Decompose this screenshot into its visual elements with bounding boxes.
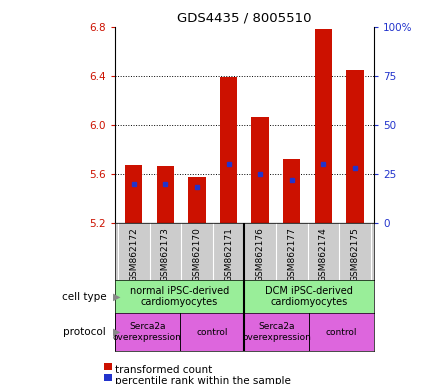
Text: Serca2a
overexpression: Serca2a overexpression (242, 323, 311, 342)
Text: GSM862174: GSM862174 (319, 227, 328, 282)
Bar (315, 29, 332, 223)
Bar (188, 177, 206, 223)
Bar (346, 70, 364, 223)
Bar (125, 165, 142, 223)
Bar (283, 159, 300, 223)
Text: GSM862175: GSM862175 (351, 227, 360, 282)
Bar (252, 118, 269, 223)
Text: Serca2a
overexpression: Serca2a overexpression (113, 323, 181, 342)
Title: GDS4435 / 8005510: GDS4435 / 8005510 (177, 11, 312, 24)
Text: transformed count: transformed count (115, 365, 212, 375)
Text: GSM862173: GSM862173 (161, 227, 170, 282)
Text: ▶: ▶ (113, 291, 120, 302)
Text: GSM862172: GSM862172 (129, 227, 138, 282)
Text: control: control (326, 328, 357, 337)
Text: protocol: protocol (63, 327, 106, 337)
Text: DCM iPSC-derived
cardiomyocytes: DCM iPSC-derived cardiomyocytes (265, 286, 353, 308)
Text: GSM862170: GSM862170 (193, 227, 201, 282)
Text: GSM862176: GSM862176 (256, 227, 265, 282)
Text: GSM862171: GSM862171 (224, 227, 233, 282)
Text: percentile rank within the sample: percentile rank within the sample (115, 376, 291, 384)
Bar (220, 77, 237, 223)
Text: normal iPSC-derived
cardiomyocytes: normal iPSC-derived cardiomyocytes (130, 286, 229, 308)
Text: GSM862177: GSM862177 (287, 227, 296, 282)
Text: cell type: cell type (62, 291, 106, 302)
Text: ▶: ▶ (113, 327, 120, 337)
Text: control: control (196, 328, 228, 337)
Bar (157, 166, 174, 223)
